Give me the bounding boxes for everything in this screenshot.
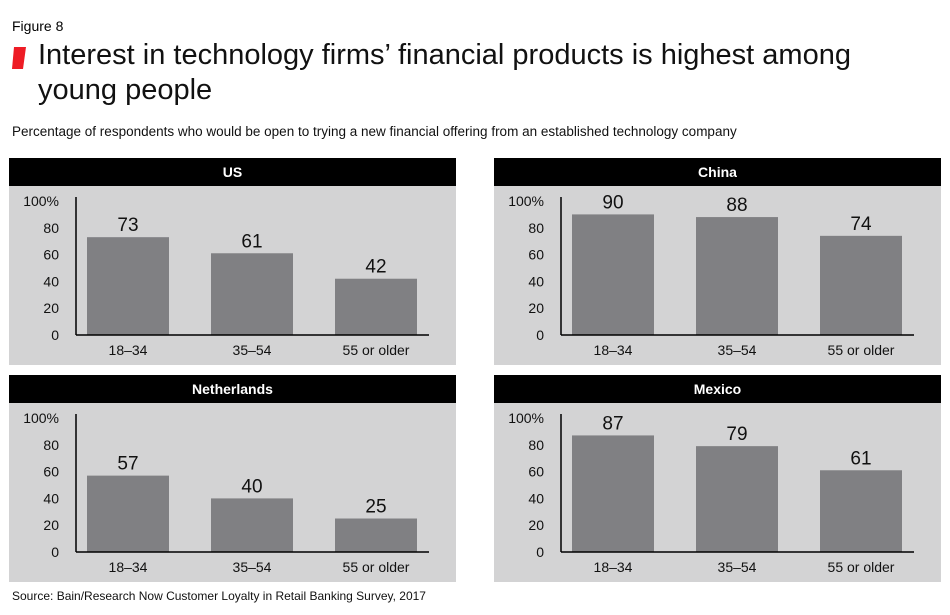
- source-note: Source: Bain/Research Now Customer Loyal…: [12, 589, 426, 603]
- data-label: 61: [850, 448, 871, 469]
- data-label: 42: [365, 257, 386, 278]
- y-tick-label: 80: [43, 437, 59, 453]
- data-label: 57: [117, 454, 138, 475]
- y-tick-label: 0: [51, 544, 59, 560]
- panel-title: US: [223, 164, 242, 180]
- panel-title: Netherlands: [192, 381, 273, 397]
- bar-chart-mexico: Mexico 0 20 40 60 80 100% 87 18–34 79 35–54 61 55 or…: [494, 375, 941, 582]
- y-tick-label: 60: [43, 247, 59, 263]
- bar-chart-us: US 0 20 40 60 80 100% 73 18–34 61 35–54 42 55 or old…: [9, 158, 456, 365]
- bar: [820, 470, 902, 552]
- panel-title: Mexico: [694, 381, 741, 397]
- y-tick-label: 20: [528, 517, 544, 533]
- y-tick-label: 0: [536, 544, 544, 560]
- panel-header: [9, 158, 456, 186]
- bar: [211, 253, 293, 335]
- data-label: 90: [602, 192, 623, 213]
- x-category-label: 55 or older: [828, 559, 895, 575]
- y-tick-label: 60: [528, 247, 544, 263]
- x-category-label: 35–54: [718, 559, 757, 575]
- data-label: 87: [602, 413, 623, 434]
- panel-title: China: [698, 164, 737, 180]
- bar: [335, 518, 417, 552]
- title-accent-marker: [12, 47, 26, 69]
- chart-subtitle: Percentage of respondents who would be o…: [12, 124, 737, 139]
- y-tick-label: 20: [43, 517, 59, 533]
- bar: [820, 235, 902, 335]
- y-tick-label: 100%: [23, 410, 59, 426]
- panel-header: [494, 158, 941, 186]
- y-tick-label: 0: [536, 327, 544, 343]
- panel-header: [9, 375, 456, 403]
- bar: [572, 435, 654, 552]
- bar: [211, 498, 293, 552]
- x-category-label: 35–54: [233, 559, 272, 575]
- y-tick-label: 40: [43, 273, 59, 289]
- data-label: 61: [241, 231, 262, 252]
- y-tick-label: 80: [528, 220, 544, 236]
- bar: [335, 278, 417, 335]
- bar-chart-netherlands: Netherlands 0 20 40 60 80 100% 57 18–34 40 35–54 25…: [9, 375, 456, 582]
- x-category-label: 35–54: [233, 342, 272, 358]
- x-category-label: 18–34: [594, 342, 633, 358]
- data-label: 88: [726, 195, 747, 216]
- panel-mexico: Mexico 0 20 40 60 80 100% 87 18–34 79 35–54 61 55 or…: [494, 375, 941, 582]
- x-category-label: 18–34: [109, 342, 148, 358]
- bar: [696, 446, 778, 552]
- y-tick-label: 80: [528, 437, 544, 453]
- x-category-label: 55 or older: [343, 342, 410, 358]
- y-tick-label: 20: [43, 300, 59, 316]
- y-tick-label: 40: [43, 490, 59, 506]
- y-tick-label: 40: [528, 273, 544, 289]
- bar: [696, 217, 778, 335]
- y-tick-label: 80: [43, 220, 59, 236]
- bar: [87, 475, 169, 552]
- bar: [572, 214, 654, 335]
- data-label: 74: [850, 214, 872, 235]
- data-label: 25: [365, 497, 386, 518]
- y-tick-label: 60: [43, 464, 59, 480]
- panel-netherlands: Netherlands 0 20 40 60 80 100% 57 18–34 40 35–54 25…: [9, 375, 456, 582]
- x-category-label: 55 or older: [828, 342, 895, 358]
- x-category-label: 35–54: [718, 342, 757, 358]
- y-tick-label: 60: [528, 464, 544, 480]
- x-category-label: 18–34: [594, 559, 633, 575]
- y-tick-label: 40: [528, 490, 544, 506]
- data-label: 40: [241, 476, 262, 497]
- y-tick-label: 100%: [508, 410, 544, 426]
- bar-chart-china: China 0 20 40 60 80 100% 90 18–34 88 35–54 74 55 or …: [494, 158, 941, 365]
- panel-china: China 0 20 40 60 80 100% 90 18–34 88 35–54 74 55 or …: [494, 158, 941, 365]
- title-accent-shape: [12, 47, 26, 69]
- bar: [87, 237, 169, 335]
- x-category-label: 18–34: [109, 559, 148, 575]
- data-label: 79: [726, 424, 747, 445]
- y-tick-label: 20: [528, 300, 544, 316]
- x-category-label: 55 or older: [343, 559, 410, 575]
- chart-title: Interest in technology firms’ financial …: [38, 39, 851, 106]
- data-label: 73: [117, 215, 138, 236]
- y-tick-label: 0: [51, 327, 59, 343]
- panel-header: [494, 375, 941, 403]
- y-tick-label: 100%: [23, 193, 59, 209]
- y-tick-label: 100%: [508, 193, 544, 209]
- figure-label: Figure 8: [12, 18, 64, 34]
- panel-us: US 0 20 40 60 80 100% 73 18–34 61 35–54 42 55 or old…: [9, 158, 456, 365]
